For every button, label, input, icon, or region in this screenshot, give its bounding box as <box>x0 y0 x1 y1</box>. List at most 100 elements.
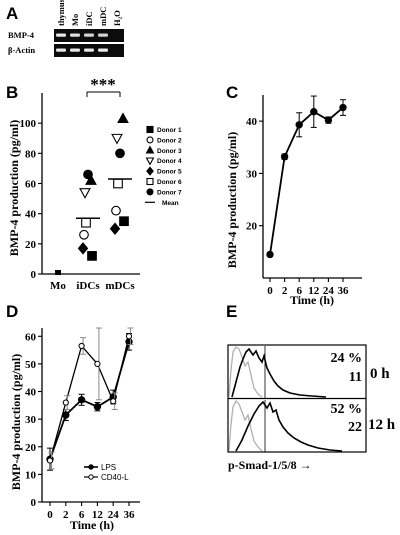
data-point <box>83 169 93 180</box>
legend-label: Donor 5 <box>157 169 182 176</box>
gel-lane-labels: thymus Mo iDC mDC H₂O <box>56 0 122 26</box>
flow-histogram-0h <box>228 346 327 398</box>
series-line <box>269 106 344 255</box>
gel-band <box>70 33 80 37</box>
x-tick-label: 6 <box>296 285 302 297</box>
gel-band <box>84 48 94 52</box>
flow-percent-12h: 52 % <box>331 402 363 417</box>
panel-d-xlabel: Time (h) <box>70 518 114 532</box>
y-tick-label: 60 <box>25 179 37 191</box>
panel-b-y-ticks: 0 20 40 60 80 100 <box>20 118 42 281</box>
legend-label: CD40-L <box>101 473 129 482</box>
y-tick-label: 50 <box>25 359 37 371</box>
y-tick-label: 100 <box>20 118 37 130</box>
panel-c-xlabel: Time (h) <box>290 293 334 307</box>
x-tick-label: 6 <box>79 509 85 521</box>
legend-marker <box>146 188 154 196</box>
legend-marker <box>146 166 154 176</box>
panel-b-points <box>55 112 129 275</box>
data-point <box>110 398 117 405</box>
data-point <box>111 133 123 145</box>
legend-label: Donor 2 <box>157 137 182 144</box>
panel-c-series <box>266 95 347 259</box>
gel-band <box>56 33 66 37</box>
gel-lane-label: mDC <box>98 7 108 26</box>
x-tick-label: 12 <box>92 509 104 521</box>
data-point <box>113 178 123 189</box>
panel-d-ylabel: BMP-4 production (pg/ml) <box>9 354 23 490</box>
legend-marker <box>88 464 94 470</box>
x-tick-label: 0 <box>267 285 273 297</box>
x-tick-label: iDCs <box>76 280 100 292</box>
gel-row-label: BMP-4 <box>8 30 35 40</box>
data-point <box>94 360 101 368</box>
data-point <box>77 396 86 404</box>
panel-b-ylabel: BMP-4 production (pg/ml) <box>7 120 21 256</box>
gel-band <box>70 48 80 52</box>
panel-e-letter: E <box>226 302 237 321</box>
data-point <box>111 205 121 216</box>
data-point <box>280 152 289 161</box>
data-point <box>295 121 303 129</box>
panel-a-letter: A <box>6 4 18 23</box>
flow-time-0h: 0 h <box>370 366 390 382</box>
panel-e: E 24 % 11 0 h 52 % 22 12 h p-Smad-1/5/8 … <box>226 302 396 472</box>
data-point <box>93 403 102 411</box>
gel-image <box>54 29 124 57</box>
data-point <box>115 148 125 159</box>
y-tick-label: 20 <box>246 221 258 233</box>
x-tick-label: 24 <box>108 509 120 521</box>
data-point <box>339 103 347 112</box>
y-tick-label: 80 <box>25 148 37 160</box>
significance-bracket <box>86 91 121 97</box>
data-point <box>266 250 274 259</box>
x-tick-label: 2 <box>63 509 69 521</box>
flow-time-12h: 12 h <box>368 417 396 433</box>
y-tick-label: 60 <box>25 331 37 343</box>
panel-c-letter: C <box>226 83 238 102</box>
panel-b-letter: B <box>6 83 18 102</box>
gel-lane-label: Mo <box>70 14 80 26</box>
data-point <box>85 174 97 185</box>
gel-row-labels: BMP-4 β-Actin <box>8 30 35 55</box>
y-tick-label: 40 <box>246 116 258 128</box>
data-point <box>117 112 129 124</box>
data-point <box>46 457 54 464</box>
data-point <box>324 116 333 124</box>
x-tick-label: mDCs <box>105 280 135 292</box>
data-point <box>55 269 61 275</box>
gel-lane-label: thymus <box>56 0 66 26</box>
y-tick-label: 20 <box>25 239 37 251</box>
y-tick-label: 30 <box>246 168 258 180</box>
flow-xlabel: p-Smad-1/5/8 → <box>228 458 312 472</box>
legend-marker <box>146 177 154 186</box>
legend-marker <box>145 157 155 166</box>
flow-mfi-0h: 11 <box>349 370 362 385</box>
legend-label: Donor 6 <box>157 179 182 186</box>
gel-lane-label: H₂O <box>112 10 122 26</box>
data-point <box>125 333 133 340</box>
gel-row-label: β-Actin <box>8 45 35 55</box>
legend-label: Donor 7 <box>157 189 182 196</box>
panel-d-letter: D <box>6 302 18 321</box>
flow-percent-0h: 24 % <box>331 351 363 366</box>
x-tick-label: 36 <box>338 285 350 297</box>
panel-d: D BMP-4 production (pg/ml) 0102030405060… <box>6 302 140 532</box>
series-line <box>49 341 130 460</box>
panel-b-legend: Donor 1 Donor 2 Donor 3 Donor 4 Donor 5 Donor… <box>145 125 182 207</box>
data-point <box>87 251 97 261</box>
panel-d-series <box>46 327 134 471</box>
x-tick-label: 2 <box>282 285 288 297</box>
legend-marker <box>145 145 155 154</box>
gel-band <box>84 33 94 37</box>
legend-marker <box>146 125 154 134</box>
gel-lane-label: iDC <box>84 11 94 26</box>
panel-c: C BMP-4 production (pg/ml) 20 30 40 0 2 6 12 24… <box>225 83 362 307</box>
y-tick-label: 30 <box>25 414 37 426</box>
panel-b: B BMP-4 production (pg/ml) 020406080100 … <box>6 75 182 292</box>
y-tick-label: 40 <box>25 209 37 221</box>
series-line <box>49 336 130 461</box>
y-tick-label: 40 <box>25 387 37 399</box>
legend-label: Donor 3 <box>157 148 182 155</box>
